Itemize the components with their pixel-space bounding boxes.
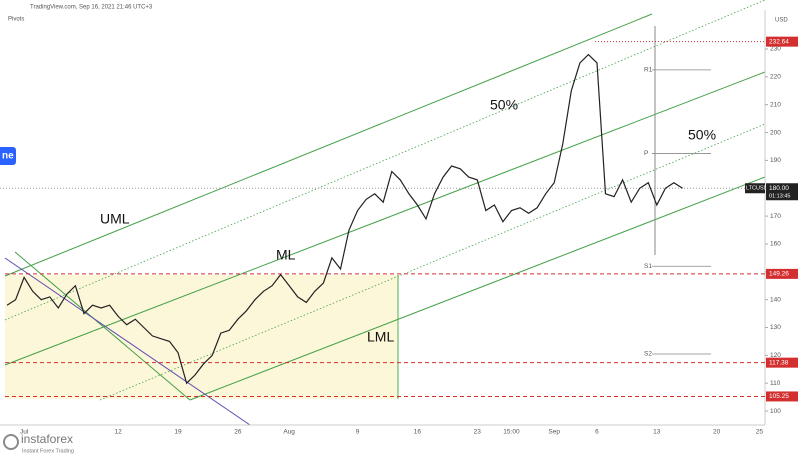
side-tag: ne	[2, 151, 14, 162]
logo-box	[0, 430, 95, 455]
countdown: 01:13:45	[769, 194, 790, 200]
x-tick-label: 6	[595, 429, 599, 436]
x-tick-label: Jul	[20, 429, 29, 436]
price-line	[6, 53, 683, 385]
logo-icon	[3, 434, 19, 450]
x-tick-label: 13	[653, 429, 661, 436]
price-level-box	[766, 391, 798, 402]
x-tick-label: 16	[414, 429, 422, 436]
pivot-label: S2	[644, 351, 652, 358]
pivot-label: P	[644, 150, 648, 157]
y-tick-label: 190	[770, 157, 781, 164]
half-line	[99, 123, 766, 401]
y-tick-label: 100	[770, 408, 781, 415]
logo-name: instaforex	[21, 432, 73, 446]
y-tick-label: 220	[770, 74, 781, 81]
symbol: LTCUSD	[746, 186, 768, 192]
y-tick-label: 120	[770, 352, 781, 359]
y-tick-label: 210	[770, 101, 781, 108]
y-tick-label: 130	[770, 324, 781, 331]
median-line	[4, 71, 766, 366]
indicator: Pivots	[8, 17, 24, 23]
symbol-box	[745, 183, 765, 194]
x-tick-label: 9	[356, 429, 360, 436]
y-tick-label: 110	[770, 380, 781, 387]
header: TradingView.com, Sep 16, 2021 21:46 UTC+…	[30, 5, 153, 11]
pitchfork-handle	[14, 251, 191, 401]
x-tick-label: Aug	[283, 429, 295, 436]
currency: USD	[775, 18, 788, 24]
y-tick-label: 170	[770, 213, 781, 220]
x-tick-label: 12	[115, 429, 123, 436]
price-level-label: 232.64	[769, 38, 789, 45]
trend-line	[4, 257, 251, 426]
y-tick-label: 200	[770, 129, 781, 136]
annotation: LML	[367, 329, 394, 345]
annotation: 50%	[490, 97, 518, 113]
y-tick-label: 230	[770, 46, 781, 53]
price-level-box	[766, 357, 798, 368]
pivot-label: R1	[644, 67, 653, 74]
price-level-label: 105.25	[769, 393, 789, 400]
x-tick-label: 25	[756, 429, 764, 436]
x-tick-label: 23	[474, 429, 482, 436]
y-tick-label: 140	[770, 296, 781, 303]
pivot-label: S1	[644, 263, 652, 270]
upper-median-line	[4, 13, 653, 277]
price-level-box	[766, 36, 798, 47]
x-tick-label: 19	[174, 429, 182, 436]
last-price-label: 180.00	[769, 185, 789, 192]
annotation: 50%	[688, 127, 716, 143]
x-tick-label: 26	[234, 429, 242, 436]
y-tick-label: 160	[770, 241, 781, 248]
x-tick-label: 20	[713, 429, 721, 436]
price-level-box	[766, 268, 798, 279]
half-line	[4, 0, 766, 321]
logo-tagline: Instant Forex Trading	[22, 448, 74, 454]
annotation: ML	[276, 247, 296, 263]
x-tick-label: 15:00	[503, 429, 520, 436]
range-box	[5, 275, 398, 399]
side-tag-box	[0, 147, 16, 165]
price-level-label: 149.26	[769, 271, 789, 278]
last-price-box	[766, 183, 798, 201]
price-level-label: 117.38	[769, 359, 789, 366]
annotation: UML	[100, 211, 130, 227]
x-tick-label: Sep	[548, 429, 560, 436]
